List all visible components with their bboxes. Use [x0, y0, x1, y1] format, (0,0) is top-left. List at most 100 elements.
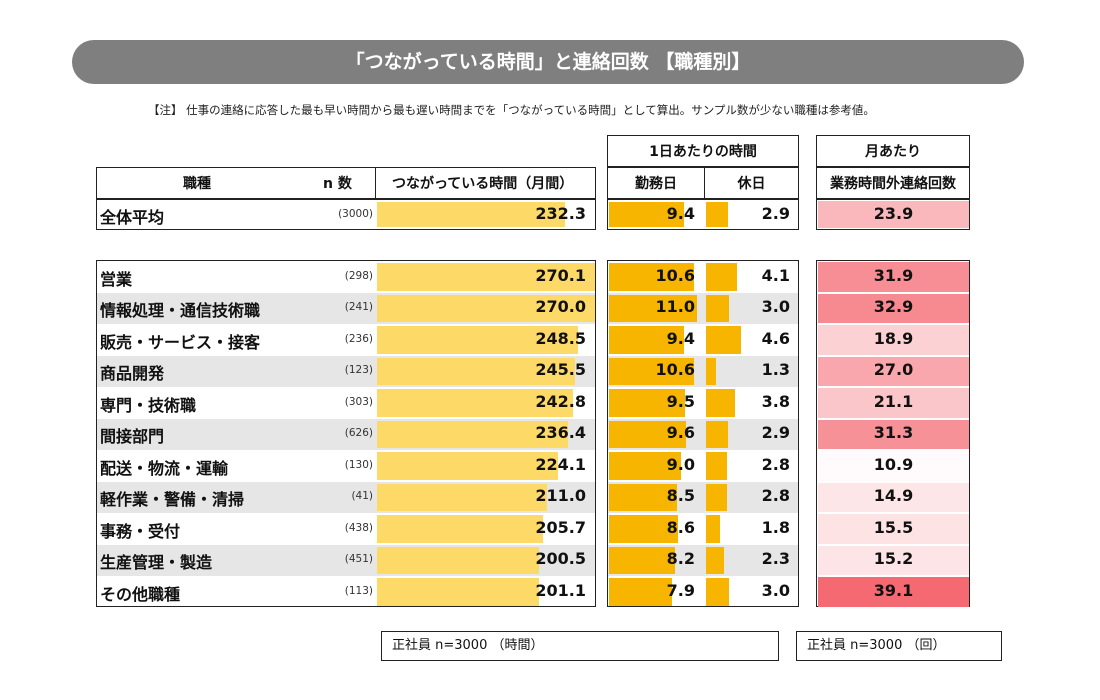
row-n: (41) — [351, 490, 373, 503]
row-label: 軽作業・警備・清掃 — [100, 490, 245, 510]
contacts-cell — [818, 545, 969, 575]
row-label: 事務・受付 — [100, 521, 181, 541]
holiday-value: 4.6 — [761, 328, 790, 348]
contacts-cell — [818, 388, 969, 418]
contacts-value: 27.0 — [873, 360, 914, 380]
contacts-cell — [818, 451, 969, 481]
row-label: 情報処理・通信技術職 — [100, 301, 261, 321]
header-divider — [375, 168, 376, 198]
holiday-value: 1.8 — [761, 517, 790, 537]
contacts-value: 10.9 — [873, 454, 914, 474]
holiday-value: 1.3 — [761, 360, 790, 380]
holiday-bar — [706, 546, 724, 574]
contacts-value: 23.9 — [873, 203, 914, 223]
row-label: 商品開発 — [100, 364, 165, 384]
monthly-bar — [377, 357, 576, 385]
monthly-bar — [377, 420, 568, 448]
holiday-bar — [706, 263, 738, 291]
contacts-value: 21.1 — [873, 391, 914, 411]
contacts-cell — [818, 514, 969, 544]
monthly-bar — [377, 263, 595, 291]
row-label: 間接部門 — [100, 427, 165, 447]
row-n: (113) — [344, 584, 373, 597]
monthly-value: 211.0 — [535, 486, 586, 506]
chart-note: 【注】 仕事の連絡に応答した最も早い時間から最も遅い時間までを「つながっている時… — [148, 103, 875, 117]
rows-frame-day — [607, 260, 799, 607]
total-frame-month — [816, 199, 970, 230]
row-n: (123) — [344, 364, 373, 377]
row-n: (3000) — [338, 207, 373, 220]
monthly-bar — [377, 578, 540, 606]
n-header: n 数 — [323, 176, 352, 192]
per-day-group-header: 1日あたりの時間 — [607, 135, 799, 167]
holiday-value: 3.0 — [761, 297, 790, 317]
workday-bar — [609, 452, 681, 480]
monthly-value: 236.4 — [535, 423, 586, 443]
row-label: 販売・サービス・接客 — [100, 332, 261, 352]
contacts-value: 39.1 — [873, 580, 914, 600]
holiday-value: 2.3 — [761, 549, 790, 569]
workday-bar — [609, 263, 694, 291]
holiday-bar — [706, 389, 736, 417]
holiday-header: 休日 — [704, 167, 799, 199]
workday-bar — [609, 420, 686, 448]
legend-count: 正社員 n=3000 （回） — [796, 631, 1002, 661]
row-n: (130) — [344, 458, 373, 471]
contacts-value: 14.9 — [873, 486, 914, 506]
contacts-value: 18.9 — [873, 328, 914, 348]
monthly-value: 242.8 — [535, 391, 586, 411]
workday-value: 9.4 — [666, 328, 695, 348]
holiday-value: 3.0 — [761, 580, 790, 600]
monthly-bar — [377, 202, 565, 227]
monthly-value: 205.7 — [535, 517, 586, 537]
holiday-bar — [706, 578, 729, 606]
row-label: 全体平均 — [100, 207, 165, 227]
page-title: 「つながっている時間」と連絡回数 【職種別】 — [72, 40, 1024, 84]
contacts-cell — [818, 356, 969, 386]
contacts-value: 31.9 — [873, 265, 914, 285]
workday-bar — [609, 326, 685, 354]
row-label: 生産管理・製造 — [100, 553, 213, 573]
monthly-bar — [377, 546, 539, 574]
contacts-cell — [818, 482, 969, 512]
workday-value: 9.6 — [666, 423, 695, 443]
workday-value: 9.0 — [666, 454, 695, 474]
row-label: その他職種 — [100, 584, 181, 604]
contacts-cell — [818, 201, 969, 228]
holiday-bar — [706, 357, 716, 385]
holiday-bar — [706, 326, 742, 354]
workday-header: 勤務日 — [607, 167, 705, 199]
monthly-bar — [377, 389, 574, 417]
monthly-bar — [377, 515, 544, 543]
holiday-value: 4.1 — [761, 265, 790, 285]
row-n: (236) — [344, 332, 373, 345]
monthly-bar — [377, 294, 595, 322]
holiday-bar — [706, 452, 728, 480]
contacts-value: 32.9 — [873, 297, 914, 317]
contacts-value: 15.2 — [873, 549, 914, 569]
holiday-value: 3.8 — [761, 391, 790, 411]
workday-bar — [609, 294, 697, 322]
row-n: (303) — [344, 395, 373, 408]
holiday-bar — [706, 294, 729, 322]
row-n: (298) — [344, 269, 373, 282]
monthly-value: 200.5 — [535, 549, 586, 569]
monthly-value: 224.1 — [535, 454, 586, 474]
contacts-value: 15.5 — [873, 517, 914, 537]
contacts-cell — [818, 419, 969, 449]
monthly-value: 248.5 — [535, 328, 586, 348]
holiday-value: 2.9 — [761, 423, 790, 443]
workday-value: 8.6 — [666, 517, 695, 537]
row-n: (241) — [344, 301, 373, 314]
workday-bar — [609, 357, 694, 385]
holiday-value: 2.8 — [761, 454, 790, 474]
workday-value: 11.0 — [655, 297, 695, 317]
monthly-bar — [377, 326, 578, 354]
row-n: (626) — [344, 427, 373, 440]
workday-value: 9.4 — [666, 203, 695, 223]
workday-value: 9.5 — [666, 391, 695, 411]
row-label: 専門・技術職 — [100, 395, 197, 415]
workday-bar — [609, 389, 685, 417]
workday-bar — [609, 546, 675, 574]
monthly-value: 270.1 — [535, 265, 586, 285]
